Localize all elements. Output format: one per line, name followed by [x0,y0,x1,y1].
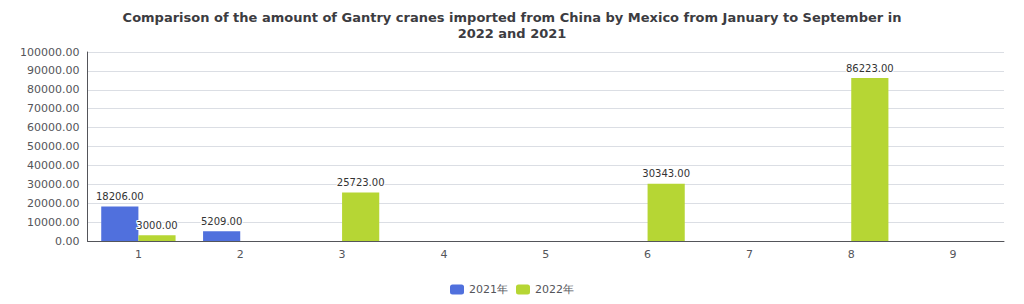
svg-text:2022 and 2021: 2022 and 2021 [458,26,567,41]
svg-text:100000.00: 100000.00 [20,46,80,59]
svg-text:4: 4 [440,248,447,261]
svg-text:9: 9 [950,248,957,261]
svg-text:18206.00: 18206.00 [96,191,144,202]
svg-text:5: 5 [542,248,549,261]
svg-text:1: 1 [135,248,142,261]
svg-text:90000.00: 90000.00 [27,64,80,77]
svg-text:6: 6 [644,248,651,261]
svg-text:70000.00: 70000.00 [27,102,80,115]
svg-text:50000.00: 50000.00 [27,140,80,153]
svg-text:2022年: 2022年 [535,283,574,296]
svg-text:25723.00: 25723.00 [337,177,385,188]
svg-text:30000.00: 30000.00 [27,178,80,191]
svg-text:86223.00: 86223.00 [846,63,894,74]
svg-text:7: 7 [746,248,753,261]
svg-text:5209.00: 5209.00 [201,216,242,227]
svg-text:3: 3 [339,248,346,261]
svg-text:60000.00: 60000.00 [27,121,80,134]
svg-text:10000.00: 10000.00 [27,216,80,229]
svg-text:0.00: 0.00 [55,235,80,248]
svg-text:30343.00: 30343.00 [642,168,690,179]
svg-text:8: 8 [848,248,855,261]
svg-text:2021年: 2021年 [469,283,508,296]
svg-text:40000.00: 40000.00 [27,159,80,172]
svg-text:3000.00: 3000.00 [136,220,177,231]
svg-text:Comparison of the amount of Ga: Comparison of the amount of Gantry crane… [123,10,902,25]
svg-text:20000.00: 20000.00 [27,197,80,210]
svg-text:2: 2 [237,248,244,261]
svg-text:80000.00: 80000.00 [27,83,80,96]
